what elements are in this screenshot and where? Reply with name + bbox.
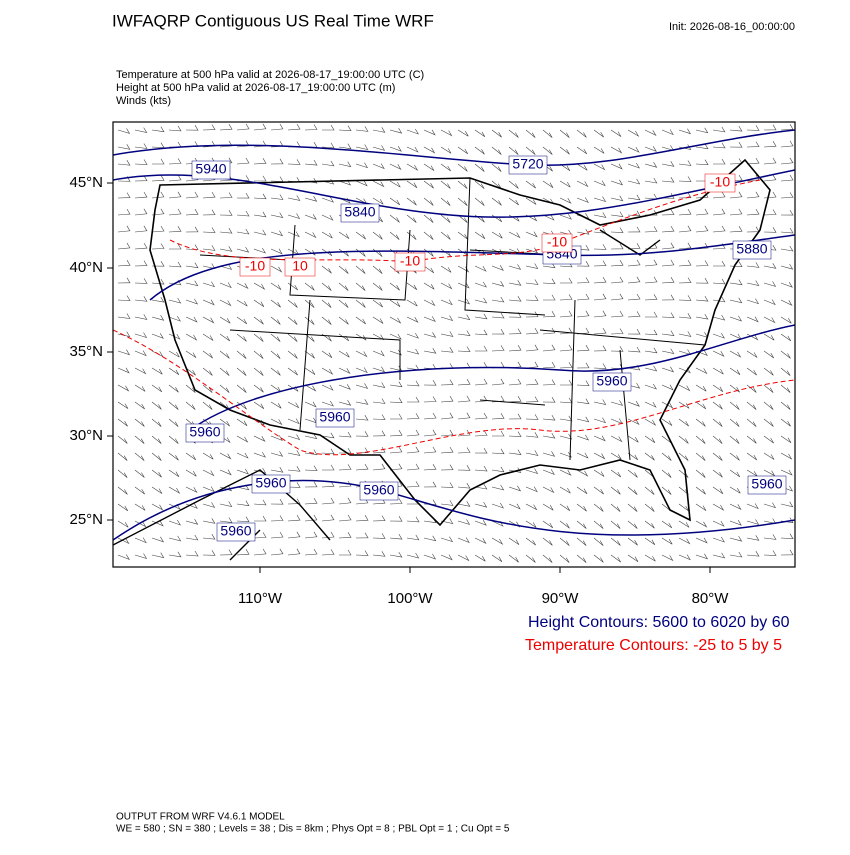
height-label-box (216, 522, 256, 542)
temperature-contours (113, 179, 795, 456)
height-label: 5940 (195, 161, 226, 177)
height-label: 5840 (344, 204, 375, 220)
lon-label: 90°W (542, 590, 580, 607)
height-label: 5960 (319, 409, 350, 425)
height-label-box (340, 203, 380, 223)
lat-label: 30°N (69, 427, 103, 444)
us-outline (149, 158, 771, 527)
lon-label: 110°W (238, 590, 283, 607)
lat-label: 35°N (69, 343, 103, 360)
footer: OUTPUT FROM WRF V4.6.1 MODEL (116, 812, 285, 823)
lat-label: 40°N (69, 259, 103, 276)
height-label: 5720 (512, 156, 543, 172)
lat-label: 25°N (69, 511, 103, 528)
height-label: 5960 (255, 475, 286, 491)
geography (113, 158, 771, 561)
map-frame (112, 121, 796, 568)
height-label-box (732, 240, 772, 260)
init-time: Init: 2026-08-16_00:00:00 (669, 21, 795, 33)
height-label-box (508, 155, 548, 175)
temp-label-box (704, 173, 736, 193)
temp-label-box (394, 252, 426, 272)
height-label: 5880 (736, 241, 767, 257)
field-label: Temperature at 500 hPa valid at 2026-08-… (116, 69, 424, 81)
height-label: 5960 (596, 373, 627, 389)
height-label-box (359, 481, 399, 501)
lon-label: 100°W (387, 590, 433, 607)
height-label-box (251, 474, 291, 494)
height-label: 5960 (220, 523, 251, 539)
height-label: 5960 (751, 476, 782, 492)
temp-label: -10 (710, 174, 730, 190)
temp-label-box (541, 233, 573, 253)
legend-height: Height Contours: 5600 to 6020 by 60 (528, 614, 790, 631)
lat-label: 45°N (69, 174, 103, 191)
temp-label: 10 (292, 258, 308, 274)
temp-label: -10 (245, 258, 265, 274)
temp-label: -10 (400, 253, 420, 269)
temp-label: -10 (547, 234, 567, 250)
height-label-box (315, 408, 355, 428)
height-label-box (747, 475, 787, 495)
field-label: Height at 500 hPa valid at 2026-08-17_19… (116, 82, 395, 94)
field-label: Winds (kts) (116, 95, 171, 107)
height-label-box (185, 423, 225, 443)
height-label: 5960 (189, 424, 220, 440)
temp-label-box (284, 257, 316, 277)
temp-label-box (239, 257, 271, 277)
height-label-box (191, 160, 231, 180)
height-label: 5960 (363, 482, 394, 498)
height-label-box (592, 372, 632, 392)
lon-label: 80°W (692, 590, 730, 607)
map: 45°N 40°N 35°N 30°N 25°N 110°W 100°W 90°W 80°W 59… (69, 121, 796, 607)
title: IWFAQRP Contiguous US Real Time WRF (112, 11, 434, 30)
legend-temperature: Temperature Contours: -25 to 5 by 5 (525, 637, 782, 654)
footer: WE = 580 ; SN = 380 ; Levels = 38 ; Dis … (116, 824, 510, 835)
